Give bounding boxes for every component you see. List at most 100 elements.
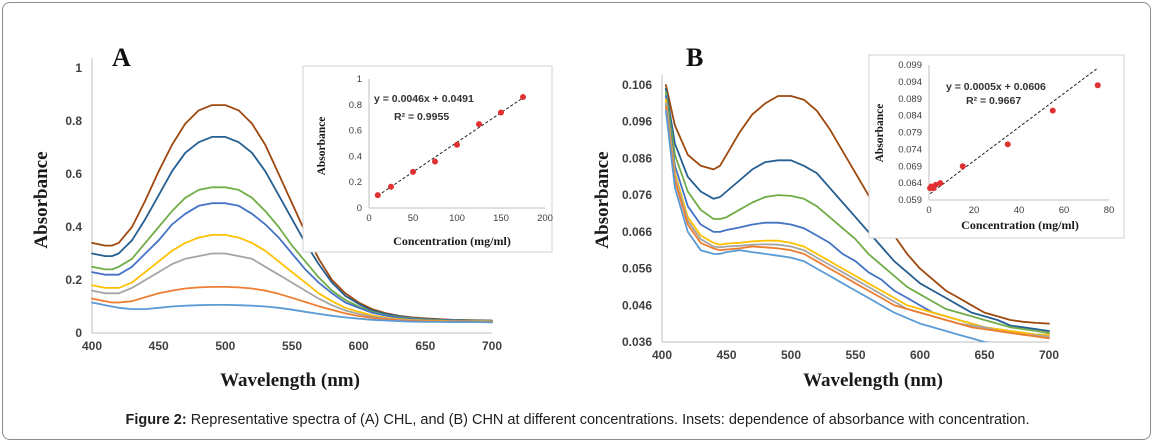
inset-r-squared: R² = 0.9955 — [394, 111, 449, 123]
series-line-8 — [91, 301, 493, 324]
caption-label: Figure 2: — [125, 412, 187, 428]
series-line-6 — [665, 102, 1050, 338]
inset-y-tick-label: 0.074 — [898, 144, 922, 155]
x-tick-label: 500 — [215, 339, 235, 353]
x-tick-label: 400 — [652, 348, 672, 362]
inset-y-tick-label: 0.094 — [898, 77, 922, 88]
inset-y-tick-label: 0 — [357, 203, 362, 214]
panel-label: B — [686, 43, 703, 72]
y-tick-label: 0.076 — [622, 188, 652, 202]
x-tick-label: 600 — [349, 339, 369, 353]
series-line-6 — [91, 252, 493, 323]
inset-y-tick-label: 0.059 — [898, 195, 922, 206]
inset-data-point — [932, 181, 939, 188]
inset-y-axis-label: Absorbance — [316, 117, 328, 176]
y-tick-label: 1 — [75, 61, 82, 75]
y-tick-label: 0.8 — [65, 114, 82, 128]
x-tick-label: 650 — [974, 348, 994, 362]
x-tick-label: 450 — [149, 339, 169, 353]
inset-data-point — [1094, 82, 1101, 89]
series-line-3 — [665, 91, 1050, 334]
inset-fit-equation: y = 0.0005x + 0.0606 — [946, 81, 1046, 93]
y-tick-label: 0.056 — [622, 262, 652, 276]
inset-y-axis-label: Absorbance — [874, 104, 886, 163]
series-line-7 — [665, 106, 1050, 340]
inset-x-tick-label: 40 — [1014, 205, 1025, 216]
inset-y-tick-label: 0.089 — [898, 94, 922, 105]
inset-x-tick-label: 60 — [1059, 205, 1070, 216]
x-tick-label: 550 — [845, 348, 865, 362]
inset-x-tick-label: 50 — [408, 213, 419, 224]
y-tick-label: 0.4 — [65, 220, 82, 234]
y-tick-label: 0.106 — [622, 78, 652, 92]
inset-data-point — [476, 121, 482, 128]
series-line-1 — [665, 84, 1050, 325]
inset-x-tick-label: 80 — [1104, 205, 1115, 216]
inset-y-tick-label: 0.2 — [349, 177, 362, 188]
x-tick-label: 700 — [482, 339, 502, 353]
inset-x-axis-label: Concentration (mg/ml) — [393, 234, 511, 248]
y-tick-label: 0.086 — [622, 151, 652, 165]
y-tick-label: 0.036 — [622, 335, 652, 349]
inset-data-point — [1004, 141, 1011, 148]
inset-y-tick-label: 0.064 — [898, 178, 922, 189]
x-axis-label: Wavelength (nm) — [220, 370, 360, 391]
inset-fit-equation: y = 0.0046x + 0.0491 — [374, 93, 474, 105]
series-line-8 — [665, 109, 992, 342]
x-axis-label: Wavelength (nm) — [803, 370, 943, 391]
chart-panel-a: 400 450 500 550 600 650 70000.20.40.60.81Wavel… — [31, 43, 553, 391]
inset-data-point — [432, 158, 438, 165]
inset-data-point — [520, 94, 526, 101]
y-tick-label: 0.096 — [622, 115, 652, 129]
inset-y-tick-label: 0.069 — [898, 161, 922, 172]
y-axis-label: Absorbance — [31, 151, 52, 248]
inset-x-tick-label: 0 — [366, 213, 371, 224]
x-tick-label: 600 — [910, 348, 930, 362]
inset-y-tick-label: 0.084 — [898, 111, 922, 122]
series-line-7 — [91, 285, 493, 323]
x-tick-label: 550 — [282, 339, 302, 353]
y-tick-label: 0.6 — [65, 167, 82, 181]
x-tick-label: 650 — [415, 339, 435, 353]
inset-data-point — [498, 109, 504, 116]
y-axis-label: Absorbance — [592, 151, 613, 248]
inset-x-axis-label: Concentration (mg/ml) — [961, 218, 1079, 232]
x-tick-label: 450 — [716, 348, 736, 362]
series-line-2 — [665, 87, 1050, 332]
inset-x-tick-label: 100 — [449, 213, 465, 224]
inset-y-tick-label: 1 — [357, 74, 362, 85]
inset-data-point — [388, 183, 394, 190]
y-tick-label: 0.046 — [622, 298, 652, 312]
inset-y-tick-label: 0.8 — [349, 100, 362, 111]
figure-caption: Figure 2: Representative spectra of (A) … — [0, 412, 1155, 428]
inset-data-point — [937, 180, 944, 187]
inset-x-tick-label: 0 — [926, 205, 931, 216]
x-tick-label: 700 — [1039, 348, 1059, 362]
inset-y-tick-label: 0.6 — [349, 126, 362, 137]
inset-r-squared: R² = 0.9667 — [966, 95, 1021, 107]
inset-data-point — [374, 192, 381, 199]
series-group — [665, 84, 1050, 342]
series-group — [91, 104, 493, 324]
y-tick-label: 0.2 — [65, 273, 82, 287]
panel-label: A — [112, 43, 131, 72]
y-tick-label: 0 — [75, 326, 82, 340]
x-tick-label: 400 — [82, 339, 102, 353]
x-tick-label: 500 — [781, 348, 801, 362]
inset-x-tick-label: 20 — [969, 205, 980, 216]
inset-data-point — [1049, 107, 1056, 114]
inset-y-tick-label: 0.4 — [349, 151, 362, 162]
inset-y-tick-label: 0.099 — [898, 60, 922, 71]
chart-panel-b: 400 450 500 550 600 650 7000.0360.0460.0560.06… — [592, 43, 1125, 391]
inset-frame — [302, 65, 553, 253]
inset-y-tick-label: 0.079 — [898, 128, 922, 139]
inset-x-tick-label: 150 — [493, 213, 509, 224]
y-tick-label: 0.066 — [622, 225, 652, 239]
inset-x-tick-label: 200 — [537, 213, 553, 224]
inset-frame — [868, 54, 1125, 239]
inset-data-point — [410, 168, 416, 175]
inset-data-point — [959, 163, 966, 170]
caption-text: Representative spectra of (A) CHL, and (… — [190, 412, 1030, 428]
inset-data-point — [454, 141, 460, 148]
